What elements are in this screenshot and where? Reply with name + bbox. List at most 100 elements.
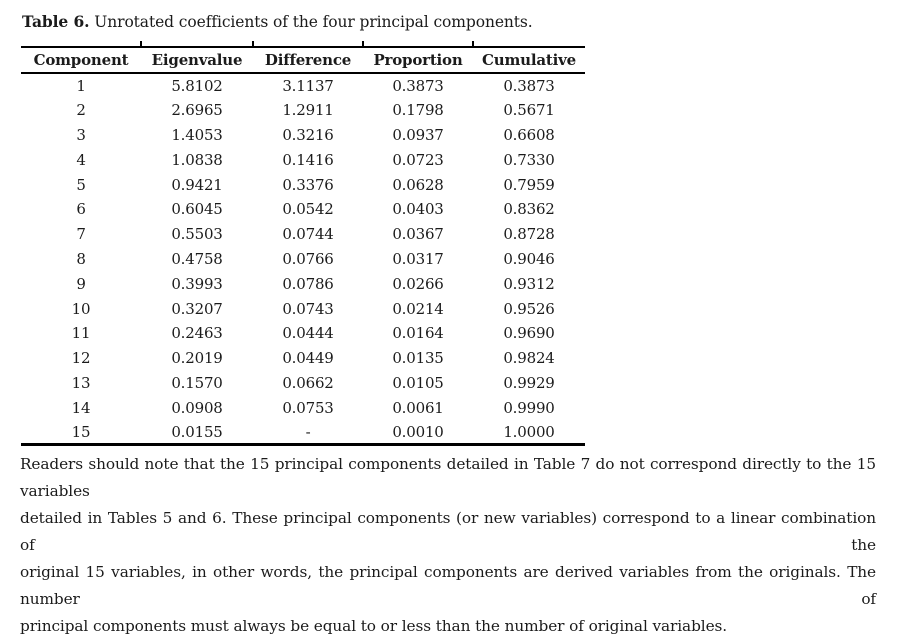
cell: 0.0266 — [392, 274, 444, 293]
cell: 4 — [76, 150, 86, 169]
cell: 0.0766 — [282, 249, 334, 268]
column-boundary-tick — [140, 41, 142, 46]
table-row: 2 2.6965 1.2911 0.1798 0.5671 — [21, 98, 585, 123]
cell: 0.0786 — [282, 274, 334, 293]
cell: 2 — [76, 101, 86, 120]
cell: 0.0743 — [282, 299, 334, 318]
cell: 0.0444 — [282, 324, 334, 343]
cell: 0.9526 — [503, 299, 555, 318]
column-header-difference: Difference — [253, 47, 363, 74]
column-boundary-tick — [252, 41, 254, 46]
cell: 0.9929 — [503, 373, 555, 392]
cell: 0.7330 — [503, 150, 555, 169]
table-caption: Table 6. Unrotated coefficients of the f… — [22, 12, 533, 31]
cell: 0.3207 — [171, 299, 223, 318]
table-header-row: Component Eigenvalue Difference Proporti… — [21, 47, 585, 74]
table-row: 7 0.5503 0.0744 0.0367 0.8728 — [21, 222, 585, 247]
table-row: 11 0.2463 0.0444 0.0164 0.9690 — [21, 321, 585, 346]
table-row: 3 1.4053 0.3216 0.0937 0.6608 — [21, 123, 585, 148]
cell: 0.3873 — [392, 76, 444, 95]
cell: 0.9690 — [503, 324, 555, 343]
cell: 0.5503 — [171, 225, 223, 244]
cell: 0.2019 — [171, 349, 223, 368]
cell: 0.9312 — [503, 274, 555, 293]
note-line: detailed in Tables 5 and 6. These princi… — [20, 509, 876, 554]
cell: 1 — [76, 76, 86, 95]
cell: - — [305, 422, 311, 441]
cell: 0.0061 — [392, 398, 444, 417]
cell: 0.0214 — [392, 299, 444, 318]
column-header-proportion: Proportion — [363, 47, 473, 74]
cell: 10 — [71, 299, 91, 318]
cell: 14 — [71, 398, 91, 417]
table-row: 15 0.0155 - 0.0010 1.0000 — [21, 420, 585, 445]
column-header-eigenvalue: Eigenvalue — [141, 47, 253, 74]
table-row: 10 0.3207 0.0743 0.0214 0.9526 — [21, 296, 585, 321]
cell: 0.3376 — [282, 175, 334, 194]
table-row: 8 0.4758 0.0766 0.0317 0.9046 — [21, 247, 585, 272]
cell: 0.8728 — [503, 225, 555, 244]
cell: 9 — [76, 274, 86, 293]
table-row: 6 0.6045 0.0542 0.0403 0.8362 — [21, 197, 585, 222]
cell: 8 — [76, 249, 86, 268]
note-line: original 15 variables, in other words, t… — [20, 563, 876, 608]
cell: 0.0449 — [282, 349, 334, 368]
cell: 0.3993 — [171, 274, 223, 293]
cell: 0.3873 — [503, 76, 555, 95]
cell: 12 — [71, 349, 91, 368]
cell: 1.0000 — [503, 422, 555, 441]
cell: 5 — [76, 175, 86, 194]
cell: 0.8362 — [503, 200, 555, 219]
cell: 0.0753 — [282, 398, 334, 417]
cell: 0.2463 — [171, 324, 223, 343]
cell: 1.2911 — [282, 101, 334, 120]
cell: 0.0135 — [392, 349, 444, 368]
cell: 0.0164 — [392, 324, 444, 343]
table-caption-label: Table 6. — [22, 12, 90, 31]
table-caption-text: Unrotated coefficients of the four princ… — [89, 13, 533, 31]
column-header-cumulative: Cumulative — [473, 47, 585, 74]
table-row: 9 0.3993 0.0786 0.0266 0.9312 — [21, 271, 585, 296]
cell: 0.0723 — [392, 150, 444, 169]
table-row: 5 0.9421 0.3376 0.0628 0.7959 — [21, 172, 585, 197]
cell: 11 — [71, 324, 91, 343]
cell: 1.4053 — [171, 125, 223, 144]
cell: 0.0937 — [392, 125, 444, 144]
table-row: 4 1.0838 0.1416 0.0723 0.7330 — [21, 147, 585, 172]
cell: 2.6965 — [171, 101, 223, 120]
cell: 0.0317 — [392, 249, 444, 268]
note-line: Readers should note that the 15 principa… — [20, 455, 876, 500]
pca-table: Component Eigenvalue Difference Proporti… — [21, 46, 585, 447]
cell: 0.0542 — [282, 200, 334, 219]
cell: 0.0367 — [392, 225, 444, 244]
cell: 0.1570 — [171, 373, 223, 392]
cell: 0.9421 — [171, 175, 223, 194]
cell: 0.9824 — [503, 349, 555, 368]
column-boundary-tick — [362, 41, 364, 46]
cell: 7 — [76, 225, 86, 244]
page: Table 6. Unrotated coefficients of the f… — [20, 12, 876, 635]
table-row: 14 0.0908 0.0753 0.0061 0.9990 — [21, 395, 585, 420]
cell: 0.1798 — [392, 101, 444, 120]
cell: 0.3216 — [282, 125, 334, 144]
cell: 0.9990 — [503, 398, 555, 417]
cell: 0.9046 — [503, 249, 555, 268]
column-boundary-tick — [472, 41, 474, 46]
cell: 15 — [71, 422, 91, 441]
table-row: 1 5.8102 3.1137 0.3873 0.3873 — [21, 73, 585, 98]
pca-table-wrapper: Component Eigenvalue Difference Proporti… — [21, 41, 585, 447]
cell: 0.0010 — [392, 422, 444, 441]
column-header-component: Component — [21, 47, 141, 74]
table-row: 13 0.1570 0.0662 0.0105 0.9929 — [21, 371, 585, 396]
cell: 5.8102 — [171, 76, 223, 95]
note-line: principal components must always be equa… — [20, 617, 728, 635]
cell: 6 — [76, 200, 86, 219]
cell: 0.1416 — [282, 150, 334, 169]
cell: 0.7959 — [503, 175, 555, 194]
cell: 0.0155 — [171, 422, 223, 441]
cell: 0.4758 — [171, 249, 223, 268]
cell: 0.0908 — [171, 398, 223, 417]
cell: 0.0662 — [282, 373, 334, 392]
cell: 0.0403 — [392, 200, 444, 219]
table-row: 12 0.2019 0.0449 0.0135 0.9824 — [21, 346, 585, 371]
